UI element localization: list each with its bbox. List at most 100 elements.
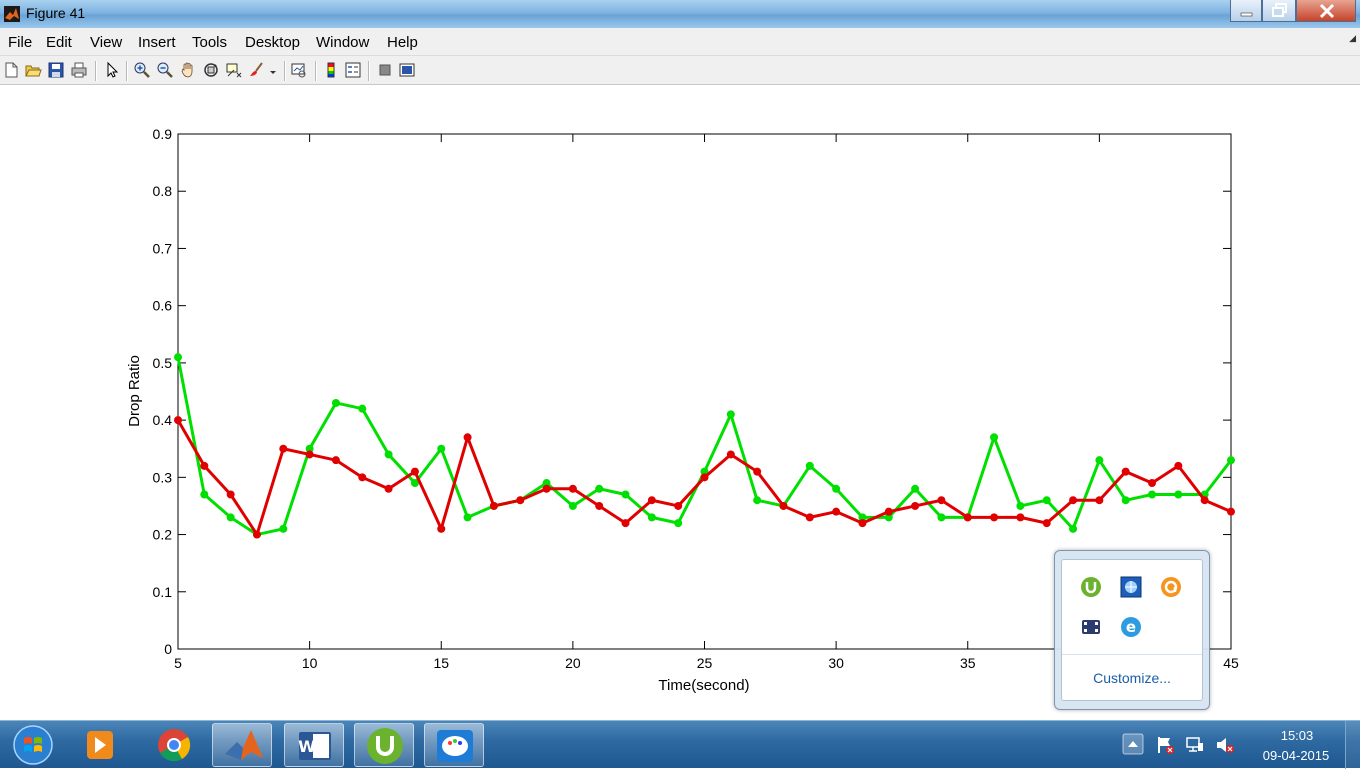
svg-text:W: W (298, 737, 316, 756)
taskbar: W 15:03 09-04-2015 (0, 720, 1360, 769)
print-figure-icon[interactable] (70, 61, 88, 79)
data-point (1016, 501, 1025, 510)
minimize-icon (1240, 12, 1253, 17)
close-button[interactable] (1296, 0, 1356, 22)
insert-colorbar-icon[interactable] (322, 61, 340, 79)
show-plot-tools-icon[interactable] (398, 61, 416, 79)
show-desktop-button[interactable] (1345, 721, 1360, 769)
clock-date[interactable]: 09-04-2015 (1262, 748, 1330, 763)
toolbar-separator (368, 61, 370, 81)
menu-view[interactable]: View (90, 34, 123, 51)
data-point (990, 433, 999, 442)
data-point (753, 467, 762, 476)
data-point (1148, 479, 1157, 488)
paint-app-icon (437, 730, 473, 762)
taskbar-word[interactable]: W (284, 723, 344, 767)
x-tick-label: 35 (960, 655, 976, 671)
x-tick-label: 5 (174, 655, 182, 671)
taskbar-media-player[interactable] (70, 723, 130, 767)
brush-dropdown-icon[interactable] (268, 61, 278, 79)
x-tick-label: 30 (828, 655, 844, 671)
menu-help[interactable]: Help (387, 34, 418, 51)
data-point (647, 496, 656, 505)
taskbar-matlab[interactable] (212, 723, 272, 767)
maximize-button[interactable] (1262, 0, 1296, 22)
link-plot-icon[interactable] (290, 61, 308, 79)
data-point (884, 513, 893, 522)
brush-icon[interactable] (248, 61, 266, 79)
data-point (858, 513, 867, 522)
rotate-3d-icon[interactable] (202, 61, 220, 79)
save-figure-icon[interactable] (47, 61, 65, 79)
zoom-in-icon[interactable] (133, 61, 151, 79)
data-point (489, 501, 498, 510)
data-point (226, 513, 235, 522)
data-point (884, 507, 893, 516)
data-point (1042, 519, 1051, 528)
menu-insert[interactable]: Insert (138, 34, 176, 51)
data-point (463, 433, 472, 442)
taskbar-utorrent[interactable] (354, 723, 414, 767)
chrome-icon (158, 729, 191, 762)
data-point (1227, 456, 1235, 465)
toolbar-separator (126, 61, 128, 81)
tray-popup-divider (1062, 654, 1202, 655)
data-point (1042, 496, 1051, 505)
avast-icon[interactable] (1160, 576, 1182, 598)
menu-desktop[interactable]: Desktop (245, 34, 301, 51)
y-tick-label: 0.4 (153, 412, 173, 428)
data-point (1200, 496, 1209, 505)
data-point (1174, 461, 1183, 470)
network-icon[interactable] (1185, 735, 1205, 755)
data-point (832, 507, 841, 516)
action-center-flag-icon[interactable] (1155, 735, 1175, 755)
menu-edit[interactable]: Edit (46, 34, 72, 51)
toolbar-separator (284, 61, 286, 81)
toolbar-separator (315, 61, 317, 81)
dock-figure-icon[interactable]: ◢ (1349, 34, 1356, 44)
data-point (700, 473, 709, 482)
zoom-out-icon[interactable] (156, 61, 174, 79)
customize-link[interactable]: Customize... (1093, 670, 1171, 686)
data-point (174, 353, 182, 362)
show-hidden-icons-icon[interactable] (1122, 733, 1144, 755)
hide-plot-tools-icon[interactable] (376, 61, 394, 79)
figure-canvas[interactable]: 5 10 15 20 25 30 35 45 0 0.1 0.2 0.3 0.4 0.5 0.6 0.7 0.8… (0, 85, 1360, 720)
menu-file[interactable]: File (8, 34, 33, 51)
video-app-icon[interactable] (1080, 616, 1102, 638)
svg-text:e: e (1126, 618, 1136, 636)
data-point (1227, 507, 1235, 516)
title-bar[interactable]: Figure 41 (0, 0, 1360, 28)
data-point (542, 479, 551, 488)
utorrent-icon[interactable] (1080, 576, 1102, 598)
figure-toolbar (0, 56, 1360, 85)
data-point (384, 450, 393, 459)
internet-explorer-icon[interactable]: e (1120, 616, 1142, 638)
data-point (911, 501, 920, 510)
menu-window[interactable]: Window (316, 34, 370, 51)
minimize-button[interactable] (1230, 0, 1262, 22)
y-tick-label: 0.6 (153, 298, 173, 314)
network-manager-icon[interactable] (1120, 576, 1142, 598)
windows-start-icon[interactable] (8, 723, 58, 767)
edit-plot-icon[interactable] (103, 61, 121, 79)
volume-muted-icon[interactable] (1215, 735, 1235, 755)
x-tick-label: 10 (302, 655, 318, 671)
pan-icon[interactable] (179, 61, 197, 79)
new-figure-icon[interactable] (2, 61, 20, 79)
open-file-icon[interactable] (24, 61, 42, 79)
taskbar-chrome[interactable] (144, 723, 204, 767)
clock-time[interactable]: 15:03 (1280, 728, 1314, 743)
data-point (647, 513, 656, 522)
menu-tools[interactable]: Tools (192, 34, 228, 51)
y-tick-label: 0.9 (153, 126, 173, 142)
data-point (1016, 513, 1025, 522)
taskbar-paint-app[interactable] (424, 723, 484, 767)
data-cursor-icon[interactable] (225, 61, 243, 79)
data-point (226, 490, 235, 499)
insert-legend-icon[interactable] (344, 61, 362, 79)
menu-bar: File Edit View Insert Tools Desktop Wind… (0, 28, 1360, 56)
data-point (358, 404, 367, 413)
data-point (463, 513, 472, 522)
data-point (779, 501, 788, 510)
